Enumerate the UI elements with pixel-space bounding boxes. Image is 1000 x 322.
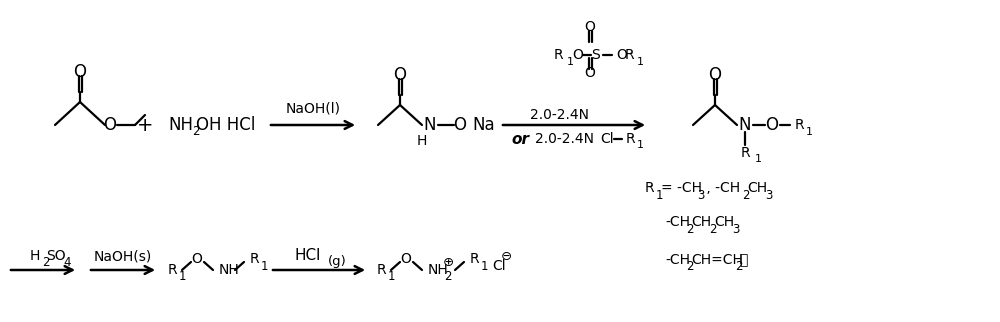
Text: ⊕: ⊕ [442,255,454,269]
Text: Na: Na [472,116,495,134]
Text: HCl: HCl [295,249,321,263]
Text: 1: 1 [637,57,644,67]
Text: 2: 2 [709,223,716,235]
Text: CH: CH [714,215,734,229]
Text: O: O [708,66,722,84]
Text: O: O [401,252,411,266]
Text: O: O [454,116,466,134]
Text: -CH: -CH [665,253,690,267]
Text: R: R [626,132,636,146]
Text: 2: 2 [192,125,200,137]
Text: 1: 1 [261,260,268,272]
Text: R: R [645,181,655,195]
Text: 2.0-2.4N: 2.0-2.4N [535,132,594,146]
Text: NH: NH [168,116,193,134]
Text: 2: 2 [686,223,694,235]
Text: +: + [137,116,153,135]
Text: 2: 2 [444,270,452,283]
Text: 2: 2 [42,257,50,270]
Text: = -CH: = -CH [661,181,702,195]
Text: SO: SO [46,249,66,263]
Text: N: N [739,116,751,134]
Text: R: R [377,263,387,277]
Text: O: O [192,252,202,266]
Text: R: R [250,252,260,266]
Text: 1: 1 [481,260,488,272]
Text: Cl: Cl [600,132,614,146]
Text: Cl: Cl [492,259,506,273]
Text: 3: 3 [765,188,772,202]
Text: O: O [572,48,583,62]
Text: or: or [511,131,529,147]
Text: O: O [585,66,595,80]
Text: S: S [592,48,600,62]
Text: O: O [585,20,595,34]
Text: N: N [424,116,436,134]
Text: O: O [104,116,116,134]
Text: 1: 1 [179,270,186,283]
Text: 2: 2 [742,188,750,202]
Text: OH HCl: OH HCl [196,116,255,134]
Text: , -CH: , -CH [702,181,740,195]
Text: H: H [417,134,427,148]
Text: NH: NH [428,263,449,277]
Text: R: R [625,48,635,62]
Text: 1: 1 [755,154,762,164]
Text: H: H [30,249,40,263]
Text: (g): (g) [328,255,347,269]
Text: O: O [394,66,406,84]
Text: 2: 2 [735,260,742,273]
Text: R: R [740,146,750,160]
Text: R: R [470,252,480,266]
Text: CH=CH: CH=CH [691,253,743,267]
Text: O: O [74,63,87,81]
Text: R: R [554,48,564,62]
Text: 2: 2 [686,260,694,273]
Text: 1: 1 [656,188,664,202]
Text: 3: 3 [732,223,739,235]
Text: 1: 1 [637,140,644,150]
Text: -CH: -CH [665,215,690,229]
Text: CH: CH [747,181,767,195]
Text: 等: 等 [739,253,747,267]
Text: NH: NH [219,263,240,277]
Text: R: R [795,118,805,132]
Text: NaOH(l): NaOH(l) [286,101,340,115]
Text: 4: 4 [63,257,70,270]
Text: NaOH(s): NaOH(s) [94,249,152,263]
Text: CH: CH [691,215,711,229]
Text: ⊖: ⊖ [500,251,512,263]
Text: 3: 3 [697,188,704,202]
Text: 1: 1 [567,57,574,67]
Text: O: O [616,48,627,62]
Text: 1: 1 [388,270,396,283]
Text: 1: 1 [806,127,813,137]
Text: O: O [766,116,778,134]
Text: R: R [168,263,178,277]
Text: 2.0-2.4N: 2.0-2.4N [530,108,589,122]
